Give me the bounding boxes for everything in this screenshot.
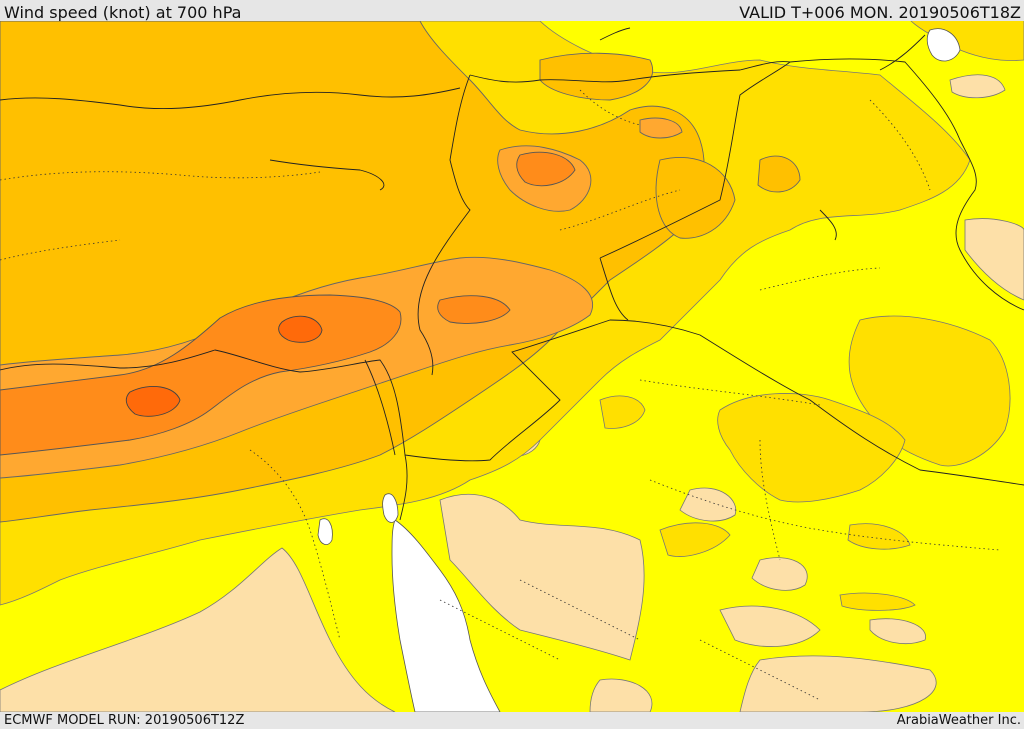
valid-time: VALID T+006 MON. 20190506T18Z (739, 3, 1021, 22)
credit: ArabiaWeather Inc. (896, 713, 1021, 728)
borders-dotted (0, 89, 1001, 701)
map-canvas (0, 21, 1024, 712)
map-header: Wind speed (knot) at 700 hPa VALID T+006… (0, 0, 1024, 22)
map-footer: ECMWF MODEL RUN: 20190506T12Z ArabiaWeat… (0, 712, 1024, 729)
model-run: ECMWF MODEL RUN: 20190506T12Z (4, 713, 245, 728)
sea-mask (317, 28, 961, 712)
wind-band-maximum (125, 315, 323, 417)
borders-solid (0, 27, 1024, 521)
map-title: Wind speed (knot) at 700 hPa (4, 3, 242, 22)
wind-speed-map (0, 21, 1024, 712)
